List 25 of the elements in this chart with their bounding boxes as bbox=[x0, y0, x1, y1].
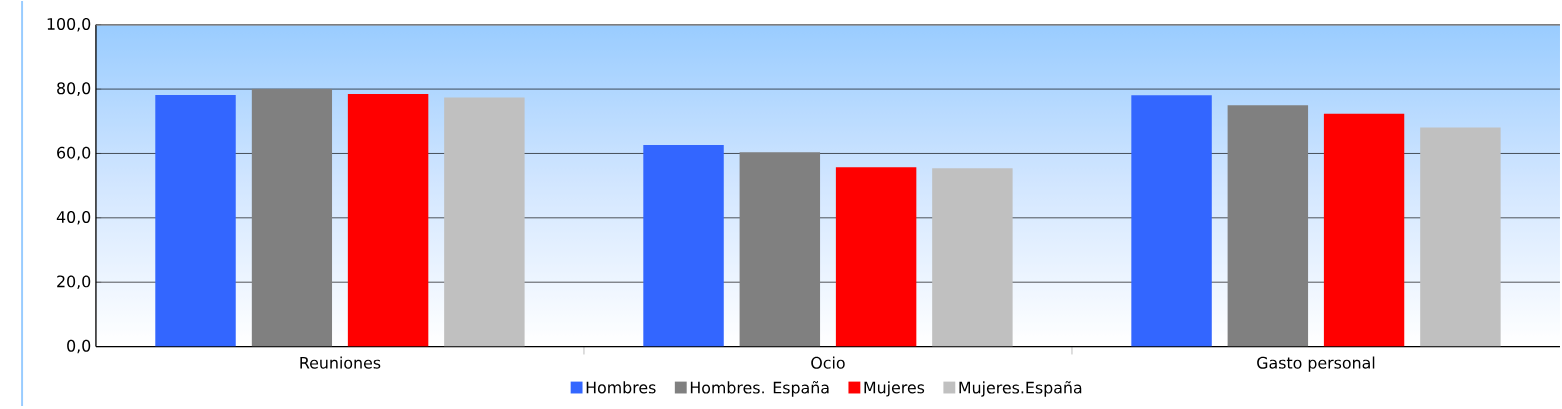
bar bbox=[155, 95, 236, 347]
bar bbox=[835, 167, 917, 347]
y-tick-label: 0,0 bbox=[67, 339, 91, 354]
x-tick-label: Ocio bbox=[811, 356, 845, 369]
y-tick-label: 60,0 bbox=[57, 146, 91, 161]
x-tick-label: Reuniones bbox=[300, 356, 381, 369]
bar bbox=[739, 152, 821, 347]
bar bbox=[347, 94, 429, 347]
y-tick-label: 80,0 bbox=[57, 82, 91, 97]
bar bbox=[444, 97, 525, 347]
legend-label: Hombres. España bbox=[690, 381, 829, 397]
bar bbox=[643, 145, 724, 347]
bar bbox=[1131, 95, 1212, 347]
y-tick-label: 20,0 bbox=[57, 275, 91, 290]
bar bbox=[1227, 105, 1309, 347]
legend-label: Mujeres.España bbox=[959, 381, 1082, 397]
x-tick-label: Gasto personal bbox=[1257, 356, 1375, 373]
bar bbox=[932, 168, 1013, 347]
bar bbox=[251, 88, 333, 347]
bar bbox=[1323, 114, 1405, 347]
y-tick-label: 40,0 bbox=[56, 211, 91, 225]
legend-label: Mujeres bbox=[864, 381, 925, 397]
y-tick-label: 100,0 bbox=[47, 18, 91, 32]
bar bbox=[1420, 127, 1501, 347]
legend-label: Hombres bbox=[586, 381, 656, 394]
